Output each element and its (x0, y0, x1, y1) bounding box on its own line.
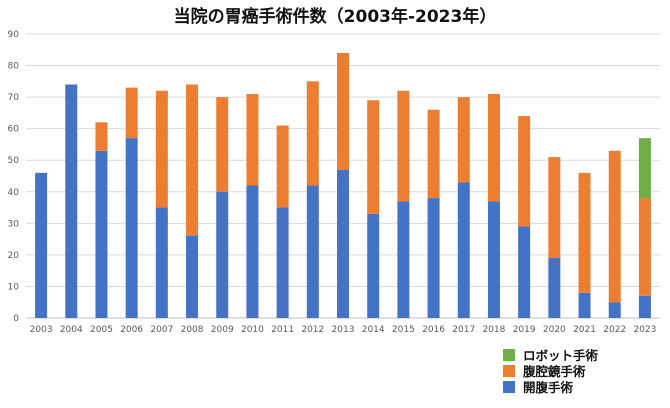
bar-segment (95, 122, 108, 151)
bar-segment (367, 100, 380, 214)
x-tick-label: 2003 (30, 325, 53, 335)
bar-segment (487, 93, 500, 202)
bar-segment (306, 81, 319, 186)
x-tick-label: 2016 (422, 325, 445, 335)
bar-segment (276, 207, 289, 318)
y-tick-label: 60 (8, 125, 20, 135)
bar-segment (608, 150, 621, 303)
bar-segment (337, 52, 349, 170)
bar-segment (186, 84, 199, 236)
bar-segment (578, 172, 591, 293)
legend-label: 開腹手術 (523, 380, 574, 395)
legend-label: ロボット手術 (523, 348, 599, 363)
bar-segment (457, 97, 470, 183)
bar-segment (397, 90, 410, 202)
bar-segment (608, 302, 621, 318)
bars (35, 52, 651, 318)
legend-swatch (503, 381, 515, 393)
bar-segment (155, 90, 168, 208)
bar-segment (518, 226, 531, 318)
legend-swatch (503, 349, 515, 361)
bar-segment (638, 198, 651, 296)
bar-segment (65, 84, 78, 318)
bar-segment (125, 138, 138, 318)
x-tick-label: 2013 (332, 325, 355, 335)
y-tick-label: 50 (8, 156, 20, 166)
x-tick-label: 2019 (513, 325, 536, 335)
bar-segment (397, 201, 410, 318)
x-tick-label: 2004 (60, 325, 83, 335)
bar-segment (246, 93, 259, 186)
x-tick-label: 2014 (362, 325, 385, 335)
x-tick-label: 2012 (301, 325, 324, 335)
x-tick-label: 2005 (90, 325, 113, 335)
x-tick-label: 2021 (573, 325, 596, 335)
y-tick-label: 80 (8, 62, 20, 72)
bar-segment (246, 185, 259, 318)
x-tick-label: 2006 (120, 325, 143, 335)
x-tick-label: 2010 (241, 325, 264, 335)
bar-segment (216, 97, 229, 192)
bar-segment (35, 172, 48, 318)
x-tick-label: 2011 (271, 325, 294, 335)
bar-segment (638, 138, 651, 199)
x-tick-label: 2022 (603, 325, 626, 335)
bar-segment (487, 201, 500, 318)
x-tick-label: 2007 (150, 325, 173, 335)
x-tick-label: 2015 (392, 325, 415, 335)
bar-segment (548, 258, 561, 318)
legend-label: 腹腔鏡手術 (523, 364, 586, 379)
bar-segment (306, 185, 319, 318)
bar-segment (216, 191, 229, 318)
bar-segment (155, 207, 168, 318)
bar-segment (276, 125, 289, 208)
bar-segment (367, 213, 380, 318)
x-tick-label: 2008 (181, 325, 204, 335)
bar-segment (518, 116, 531, 227)
x-tick-label: 2017 (452, 325, 475, 335)
bar-segment (457, 182, 470, 318)
chart-title: 当院の胃癌手術件数（2003年-2023年） (174, 6, 497, 27)
y-tick-label: 0 (13, 314, 19, 324)
y-axis-ticks: 0 10 20 30 40 50 60 70 80 90 (8, 30, 20, 324)
y-tick-label: 30 (8, 219, 20, 229)
bar-segment (186, 235, 199, 318)
x-axis-ticks: 2003 2004 2005 2006 2007 2008 2009 2010 2011 2012… (30, 325, 657, 335)
y-tick-label: 40 (8, 188, 20, 198)
bar-segment (337, 169, 349, 318)
x-tick-label: 2009 (211, 325, 234, 335)
bar-segment (578, 292, 591, 318)
y-tick-label: 90 (8, 30, 20, 40)
bar-segment (638, 295, 651, 318)
y-tick-label: 20 (8, 251, 20, 261)
x-tick-label: 2018 (482, 325, 505, 335)
x-tick-label: 2020 (543, 325, 566, 335)
x-tick-label: 2023 (633, 325, 656, 335)
y-tick-label: 70 (8, 93, 20, 103)
bar-segment (427, 109, 440, 199)
bar-segment (95, 150, 108, 318)
bar-segment (548, 157, 561, 259)
bar-segment (125, 87, 138, 139)
bar-segment (427, 198, 440, 318)
legend-swatch (503, 365, 515, 377)
y-tick-label: 10 (8, 282, 20, 292)
